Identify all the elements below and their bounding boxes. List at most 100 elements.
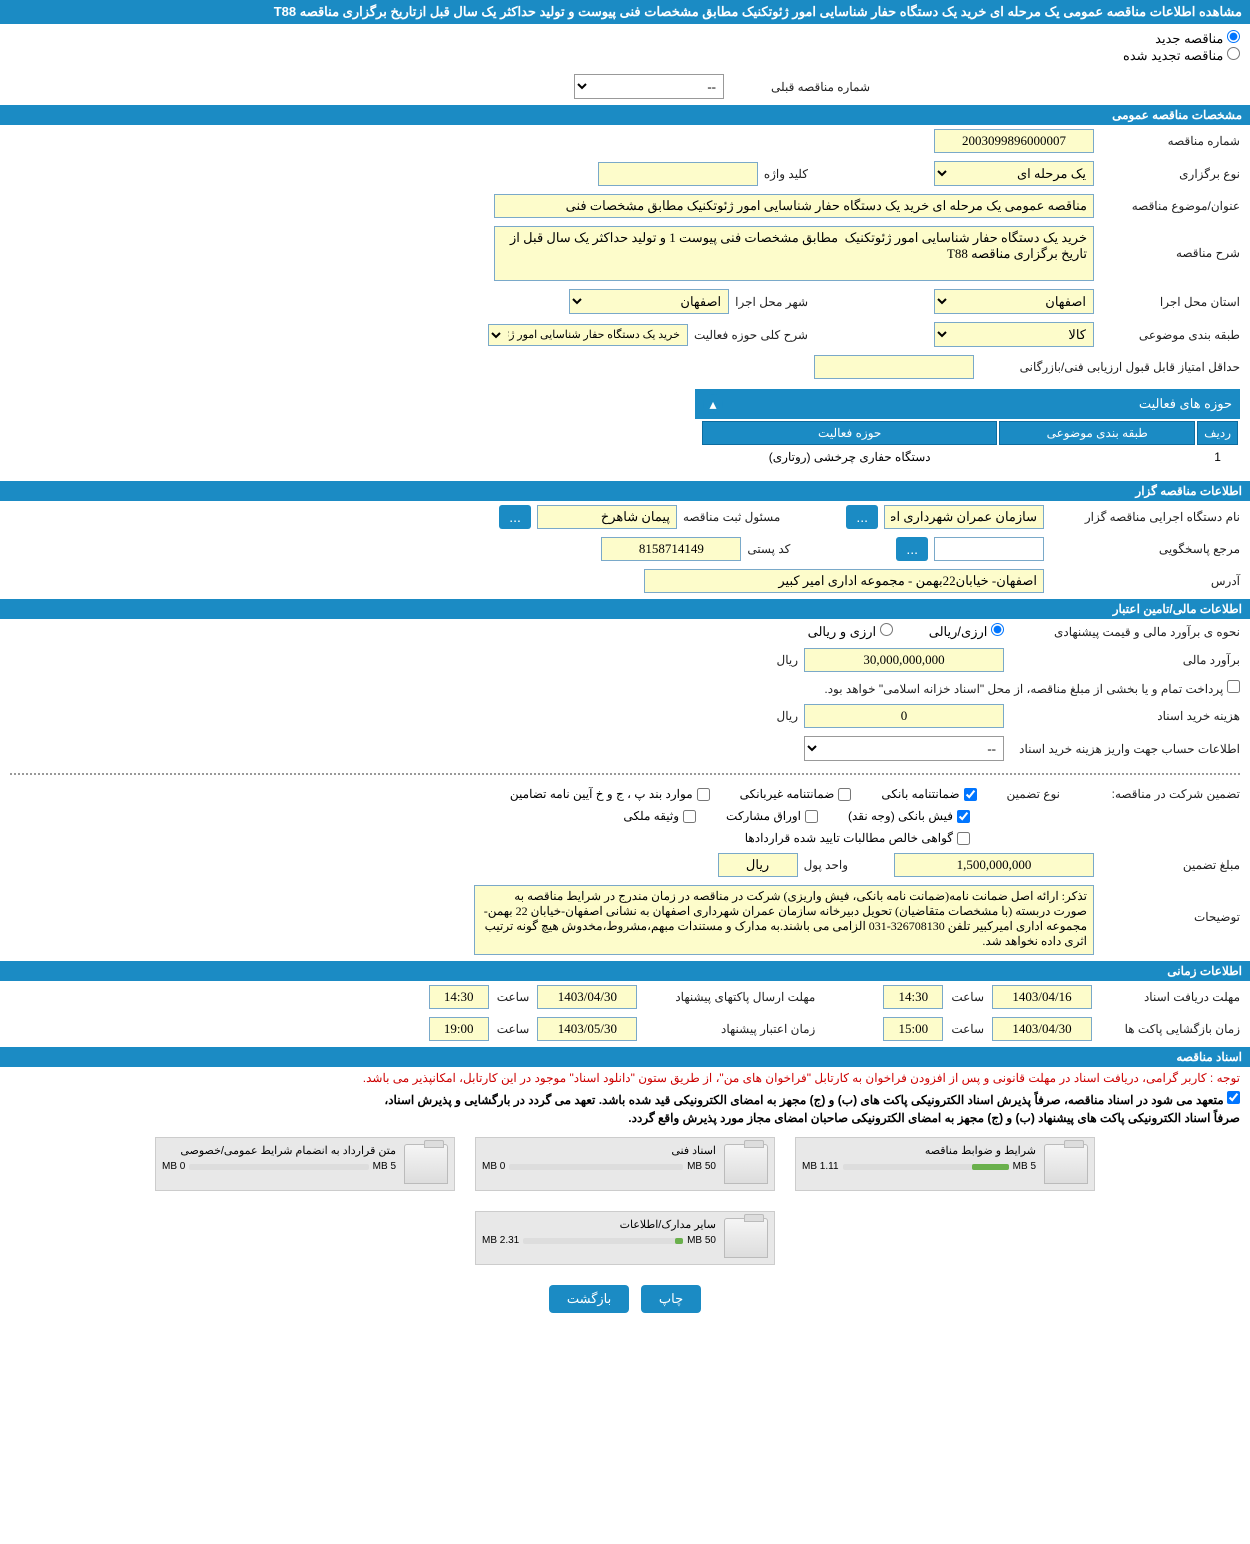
commit-text-2: صرفاً اسناد الکترونیکی پاکت های پیشنهاد …	[0, 1109, 1250, 1127]
folder-icon	[724, 1218, 768, 1258]
min-score-label: حداقل امتیاز قابل قبول ارزیابی فنی/بازرگ…	[980, 360, 1240, 374]
min-score-input[interactable]	[814, 355, 974, 379]
page-title: مشاهده اطلاعات مناقصه عمومی یک مرحله ای …	[0, 0, 1250, 24]
activity-header-label: حوزه های فعالیت	[1139, 396, 1232, 412]
amount-label: مبلغ تضمین	[1100, 858, 1240, 872]
tender-number-label: شماره مناقصه	[1100, 134, 1240, 148]
receive-date-input[interactable]	[992, 985, 1092, 1009]
chk-claims[interactable]: گواهی خالص مطالبات تایید شده قراردادها	[745, 831, 970, 845]
class-select[interactable]: کالا	[934, 322, 1094, 347]
contact-lookup-button[interactable]: ...	[896, 537, 928, 561]
org-lookup-button[interactable]: ...	[846, 505, 878, 529]
col-scope: حوزه فعالیت	[702, 421, 997, 445]
doc-title: شرایط و ضوابط مناقصه	[802, 1144, 1036, 1157]
org-input[interactable]	[884, 505, 1044, 529]
prev-number-select[interactable]: --	[574, 74, 724, 99]
doc-title: اسناد فنی	[482, 1144, 716, 1157]
docs-notice: توجه : کاربر گرامی، دریافت اسناد در مهلت…	[0, 1067, 1250, 1089]
doc-card[interactable]: متن قرارداد به انضمام شرایط عمومی/خصوصی5…	[155, 1137, 455, 1191]
separator	[10, 773, 1240, 775]
reg-official-input[interactable]	[537, 505, 677, 529]
postal-input[interactable]	[601, 537, 741, 561]
chk-nonbank[interactable]: ضمانتنامه غیربانکی	[740, 787, 852, 801]
col-row: ردیف	[1197, 421, 1238, 445]
activity-table: ردیف طبقه بندی موضوعی حوزه فعالیت 1 دستگ…	[700, 419, 1240, 469]
est-input[interactable]	[804, 648, 1004, 672]
title-input[interactable]	[494, 194, 1094, 218]
doc-used: 1.11 MB	[802, 1161, 839, 1172]
receive-time-label: ساعت	[951, 990, 984, 1004]
doc-total: 5 MB	[373, 1161, 396, 1172]
folder-icon	[1044, 1144, 1088, 1184]
section-financial: اطلاعات مالی/تامین اعتبار	[0, 599, 1250, 619]
rial-label: ریال	[776, 653, 798, 667]
est-method-label: نحوه ی برآورد مالی و قیمت پیشنهادی	[1010, 625, 1240, 639]
section-holder: اطلاعات مناقصه گزار	[0, 481, 1250, 501]
open-time-input[interactable]	[883, 1017, 943, 1041]
table-row: 1 دستگاه حفاری چرخشی (روتاری)	[702, 447, 1238, 467]
section-time: اطلاعات زمانی	[0, 961, 1250, 981]
contact-label: مرجع پاسخگویی	[1050, 542, 1240, 556]
chk-securities[interactable]: اوراق مشارکت	[726, 809, 818, 823]
chk-cash[interactable]: فیش بانکی (وجه نقد)	[848, 809, 970, 823]
doc-cost-input[interactable]	[804, 704, 1004, 728]
open-date-input[interactable]	[992, 1017, 1092, 1041]
treasury-checkbox[interactable]: پرداخت تمام و یا بخشی از مبلغ مناقصه، از…	[824, 680, 1240, 696]
send-date-input[interactable]	[537, 985, 637, 1009]
radio-new-label: مناقصه جدید	[1155, 31, 1223, 46]
doc-card[interactable]: شرایط و ضوابط مناقصه5 MB1.11 MB	[795, 1137, 1095, 1191]
validity-label: زمان اعتبار پیشنهاد	[645, 1022, 815, 1036]
postal-label: کد پستی	[747, 542, 790, 556]
doc-total: 50 MB	[687, 1161, 716, 1172]
rial-label-2: ریال	[776, 709, 798, 723]
remarks-textarea[interactable]: تذکر: ارائه اصل ضمانت نامه(ضمانت نامه با…	[474, 885, 1094, 955]
print-button[interactable]: چاپ	[641, 1285, 701, 1313]
radio-rial[interactable]: ارزی/ریالی	[929, 623, 1004, 640]
radio-renewed-label: مناقصه تجدید شده	[1123, 48, 1223, 63]
doc-used: 2.31 MB	[482, 1235, 519, 1246]
contact-input[interactable]	[934, 537, 1044, 561]
est-label: برآورد مالی	[1010, 653, 1240, 667]
remarks-label: توضیحات	[1100, 885, 1240, 924]
province-select[interactable]: اصفهان	[934, 289, 1094, 314]
unit-label: واحد پول	[804, 858, 848, 872]
radio-currency[interactable]: ارزی و ریالی	[808, 623, 893, 640]
chk-cases[interactable]: موارد بند پ ، ج و خ آیین نامه تضامین	[510, 787, 710, 801]
scope-select[interactable]: خرید یک دستگاه حفار شناسایی امور ژئوتکنی…	[488, 324, 688, 346]
doc-used: 0 MB	[162, 1161, 185, 1172]
validity-time-label: ساعت	[497, 1022, 530, 1036]
account-select[interactable]: --	[804, 736, 1004, 761]
scope-label: شرح کلی حوزه فعالیت	[694, 328, 808, 342]
receive-time-input[interactable]	[883, 985, 943, 1009]
radio-new-tender[interactable]: مناقصه جدید	[1155, 31, 1240, 46]
keyword-input[interactable]	[598, 162, 758, 186]
reg-official-label: مسئول ثبت مناقصه	[683, 510, 780, 524]
validity-date-input[interactable]	[537, 1017, 637, 1041]
address-input[interactable]	[644, 569, 1044, 593]
commit-checkbox[interactable]	[1227, 1091, 1240, 1104]
type-label: نوع برگزاری	[1100, 167, 1240, 181]
type-select[interactable]: یک مرحله ای	[934, 161, 1094, 186]
doc-card[interactable]: اسناد فنی50 MB0 MB	[475, 1137, 775, 1191]
doc-card[interactable]: سایر مدارک/اطلاعات50 MB2.31 MB	[475, 1211, 775, 1265]
unit-input[interactable]	[718, 853, 798, 877]
collapse-icon[interactable]: ▴	[703, 394, 723, 414]
org-label: نام دستگاه اجرایی مناقصه گزار	[1050, 510, 1240, 524]
back-button[interactable]: بازگشت	[549, 1285, 629, 1313]
city-select[interactable]: اصفهان	[569, 289, 729, 314]
validity-time-input[interactable]	[429, 1017, 489, 1041]
col-class: طبقه بندی موضوعی	[999, 421, 1195, 445]
send-time-label: ساعت	[497, 990, 530, 1004]
chk-property[interactable]: وثیقه ملکی	[623, 809, 696, 823]
address-label: آدرس	[1050, 574, 1240, 588]
reg-official-lookup-button[interactable]: ...	[499, 505, 531, 529]
desc-textarea[interactable]: خرید یک دستگاه حفار شناسایی امور ژئوتکنی…	[494, 226, 1094, 281]
chk-bank[interactable]: ضمانتنامه بانکی	[881, 787, 976, 801]
tender-number-input[interactable]	[934, 129, 1094, 153]
amount-input[interactable]	[894, 853, 1094, 877]
prev-number-label: شماره مناقصه قبلی	[730, 80, 870, 94]
send-time-input[interactable]	[429, 985, 489, 1009]
account-label: اطلاعات حساب جهت واریز هزینه خرید اسناد	[1010, 742, 1240, 756]
province-label: استان محل اجرا	[1100, 295, 1240, 309]
radio-renewed-tender[interactable]: مناقصه تجدید شده	[1123, 48, 1240, 63]
